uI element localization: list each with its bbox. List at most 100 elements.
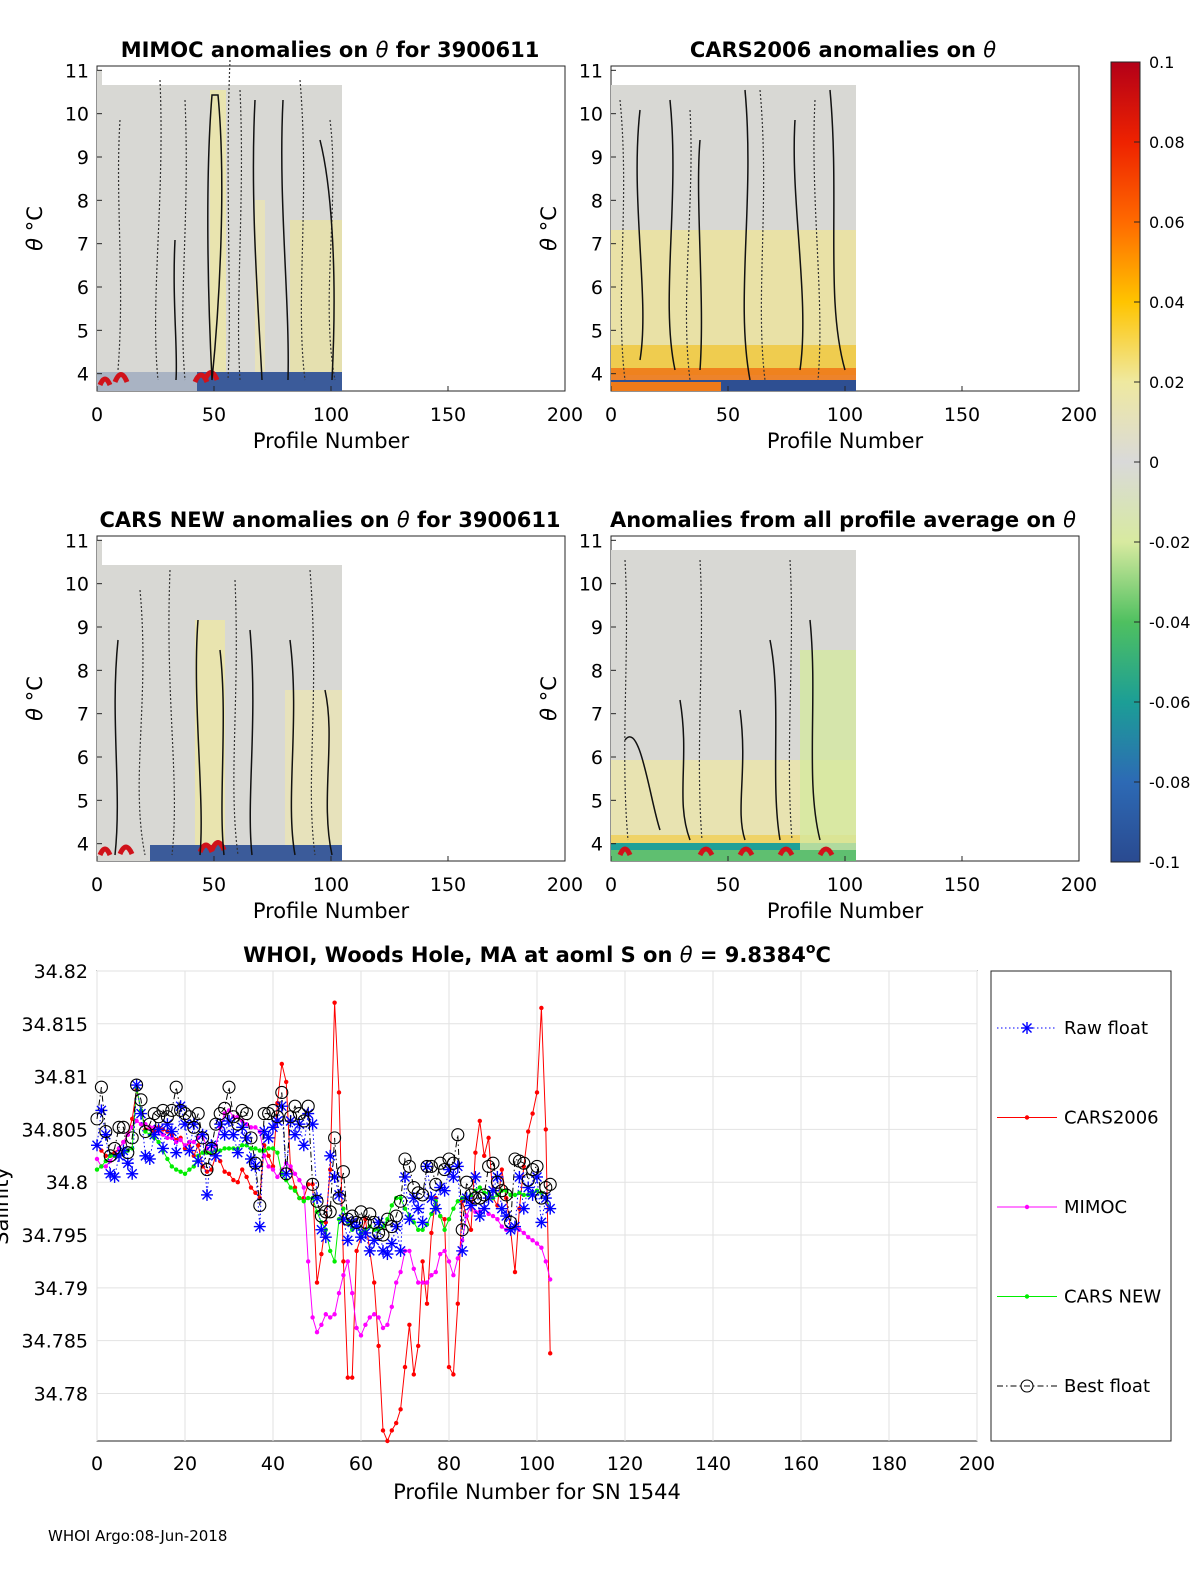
data-point-cars-new	[169, 1164, 174, 1169]
data-point-best-float	[174, 1103, 188, 1117]
data-point-mimoc	[424, 1280, 430, 1285]
data-point-cars-new	[222, 1146, 227, 1151]
data-point-best-float	[416, 1188, 430, 1202]
data-point-mimoc	[191, 1139, 196, 1145]
legend-label: MIMOC	[1064, 1197, 1127, 1218]
data-point-raw-float	[267, 1121, 279, 1134]
data-point-best-float	[288, 1099, 302, 1113]
data-point-cars2006	[442, 1217, 447, 1222]
heat-xtick-label: 100	[313, 404, 349, 426]
data-point-best-float	[442, 1152, 456, 1166]
legend-label: CARS NEW	[1064, 1287, 1161, 1308]
data-point-best-float	[275, 1085, 289, 1100]
data-point-cars-new	[402, 1206, 408, 1211]
data-point-mimoc	[442, 1248, 447, 1254]
data-point-cars2006	[385, 1438, 390, 1444]
data-point-cars2006	[270, 1164, 276, 1169]
data-point-raw-float	[258, 1125, 271, 1138]
data-point-best-float	[543, 1177, 557, 1191]
data-point-best-float	[310, 1194, 324, 1208]
data-point-cars2006	[477, 1118, 482, 1124]
data-point-mimoc	[363, 1322, 368, 1328]
data-point-best-float	[341, 1212, 355, 1226]
data-point-cars2006	[204, 1169, 210, 1174]
data-point-mimoc	[376, 1315, 381, 1320]
data-point-cars2006	[451, 1372, 456, 1377]
data-point-cars2006	[235, 1180, 240, 1185]
data-point-best-float	[464, 1188, 478, 1202]
data-point-cars2006	[319, 1251, 324, 1257]
data-point-cars2006	[424, 1301, 430, 1306]
legend-marker	[1024, 1115, 1030, 1120]
data-point-best-float	[108, 1141, 122, 1155]
panel-carsnew: CARS NEW anomalies on θ for 3900611	[96, 508, 566, 862]
data-point-cars2006	[231, 1177, 236, 1183]
data-point-raw-float	[315, 1223, 328, 1236]
legend-label: Raw float	[1064, 1018, 1148, 1039]
data-point-raw-float	[231, 1146, 244, 1159]
heat-xtick-label: 0	[605, 404, 617, 426]
data-point-raw-float	[328, 1170, 341, 1183]
data-point-cars-new	[332, 1259, 337, 1264]
legend-item-best-float: Best float	[997, 1376, 1150, 1397]
salinity-xtick-label: 20	[173, 1453, 197, 1475]
salinity-ytick-label: 34.82	[34, 961, 88, 983]
data-point-cars2006	[363, 1217, 368, 1222]
data-point-raw-float	[289, 1128, 301, 1141]
data-point-mimoc	[341, 1272, 346, 1278]
data-point-mimoc	[345, 1259, 350, 1264]
data-point-raw-float	[319, 1231, 332, 1244]
data-point-mimoc	[499, 1224, 504, 1229]
data-point-best-float	[240, 1107, 254, 1121]
heat-xtick-label: 50	[202, 404, 226, 426]
data-point-cars-new	[253, 1146, 258, 1151]
heat-ytick-label: 8	[77, 660, 89, 682]
heat-ytick-label: 10	[579, 104, 603, 126]
data-point-mimoc	[328, 1315, 333, 1320]
data-point-cars2006	[530, 1111, 535, 1116]
data-point-best-float	[169, 1080, 183, 1094]
panel-allavg-title: Anomalies from all profile average on θ	[610, 508, 1076, 532]
panel-mimoc: MIMOC anomalies on θ for 3900611	[96, 38, 566, 392]
data-point-cars2006	[266, 1153, 271, 1159]
colorbar-tick-label: 0.06	[1149, 213, 1185, 232]
data-point-mimoc	[323, 1312, 328, 1317]
data-point-raw-float	[236, 1121, 249, 1134]
data-point-cars2006	[279, 1061, 284, 1067]
salinity-xtick-label: 140	[695, 1453, 731, 1475]
data-point-cars-new	[174, 1167, 179, 1172]
data-point-cars-new	[416, 1227, 421, 1232]
data-point-cars2006	[292, 1185, 298, 1190]
data-point-cars-new	[178, 1169, 183, 1174]
data-point-cars2006	[253, 1190, 258, 1195]
legend-marker	[1021, 1022, 1033, 1034]
data-point-best-float	[134, 1093, 148, 1107]
data-point-cars2006	[420, 1259, 425, 1264]
data-point-best-float	[262, 1107, 276, 1121]
heat-xtick-label: 100	[313, 874, 349, 896]
data-point-raw-float	[324, 1149, 337, 1162]
data-point-mimoc	[310, 1315, 315, 1320]
data-point-cars2006	[548, 1351, 553, 1356]
series-raw-float	[91, 1079, 557, 1261]
legend-item-cars2006: CARS2006	[997, 1108, 1159, 1129]
data-point-best-float	[178, 1107, 192, 1121]
data-point-mimoc	[539, 1245, 544, 1250]
data-point-cars2006	[534, 1090, 540, 1095]
data-point-best-float	[270, 1110, 284, 1124]
salinity-xtick-label: 80	[437, 1453, 461, 1475]
data-point-cars-new	[420, 1227, 425, 1232]
salinity-ytick-label: 34.79	[34, 1278, 88, 1300]
heat-ytick-label: 5	[77, 790, 89, 812]
data-point-best-float	[121, 1146, 135, 1160]
data-point-raw-float	[135, 1107, 147, 1120]
data-point-raw-float	[544, 1202, 557, 1215]
data-point-best-float	[165, 1103, 179, 1117]
data-point-raw-float	[438, 1184, 451, 1197]
heat-ytick-label: 5	[591, 790, 603, 812]
data-point-cars2006	[380, 1428, 386, 1433]
legend-item-cars-new: CARS NEW	[997, 1287, 1161, 1308]
data-point-best-float	[130, 1078, 144, 1092]
legend-marker	[1020, 1379, 1034, 1393]
data-point-best-float	[244, 1131, 258, 1145]
